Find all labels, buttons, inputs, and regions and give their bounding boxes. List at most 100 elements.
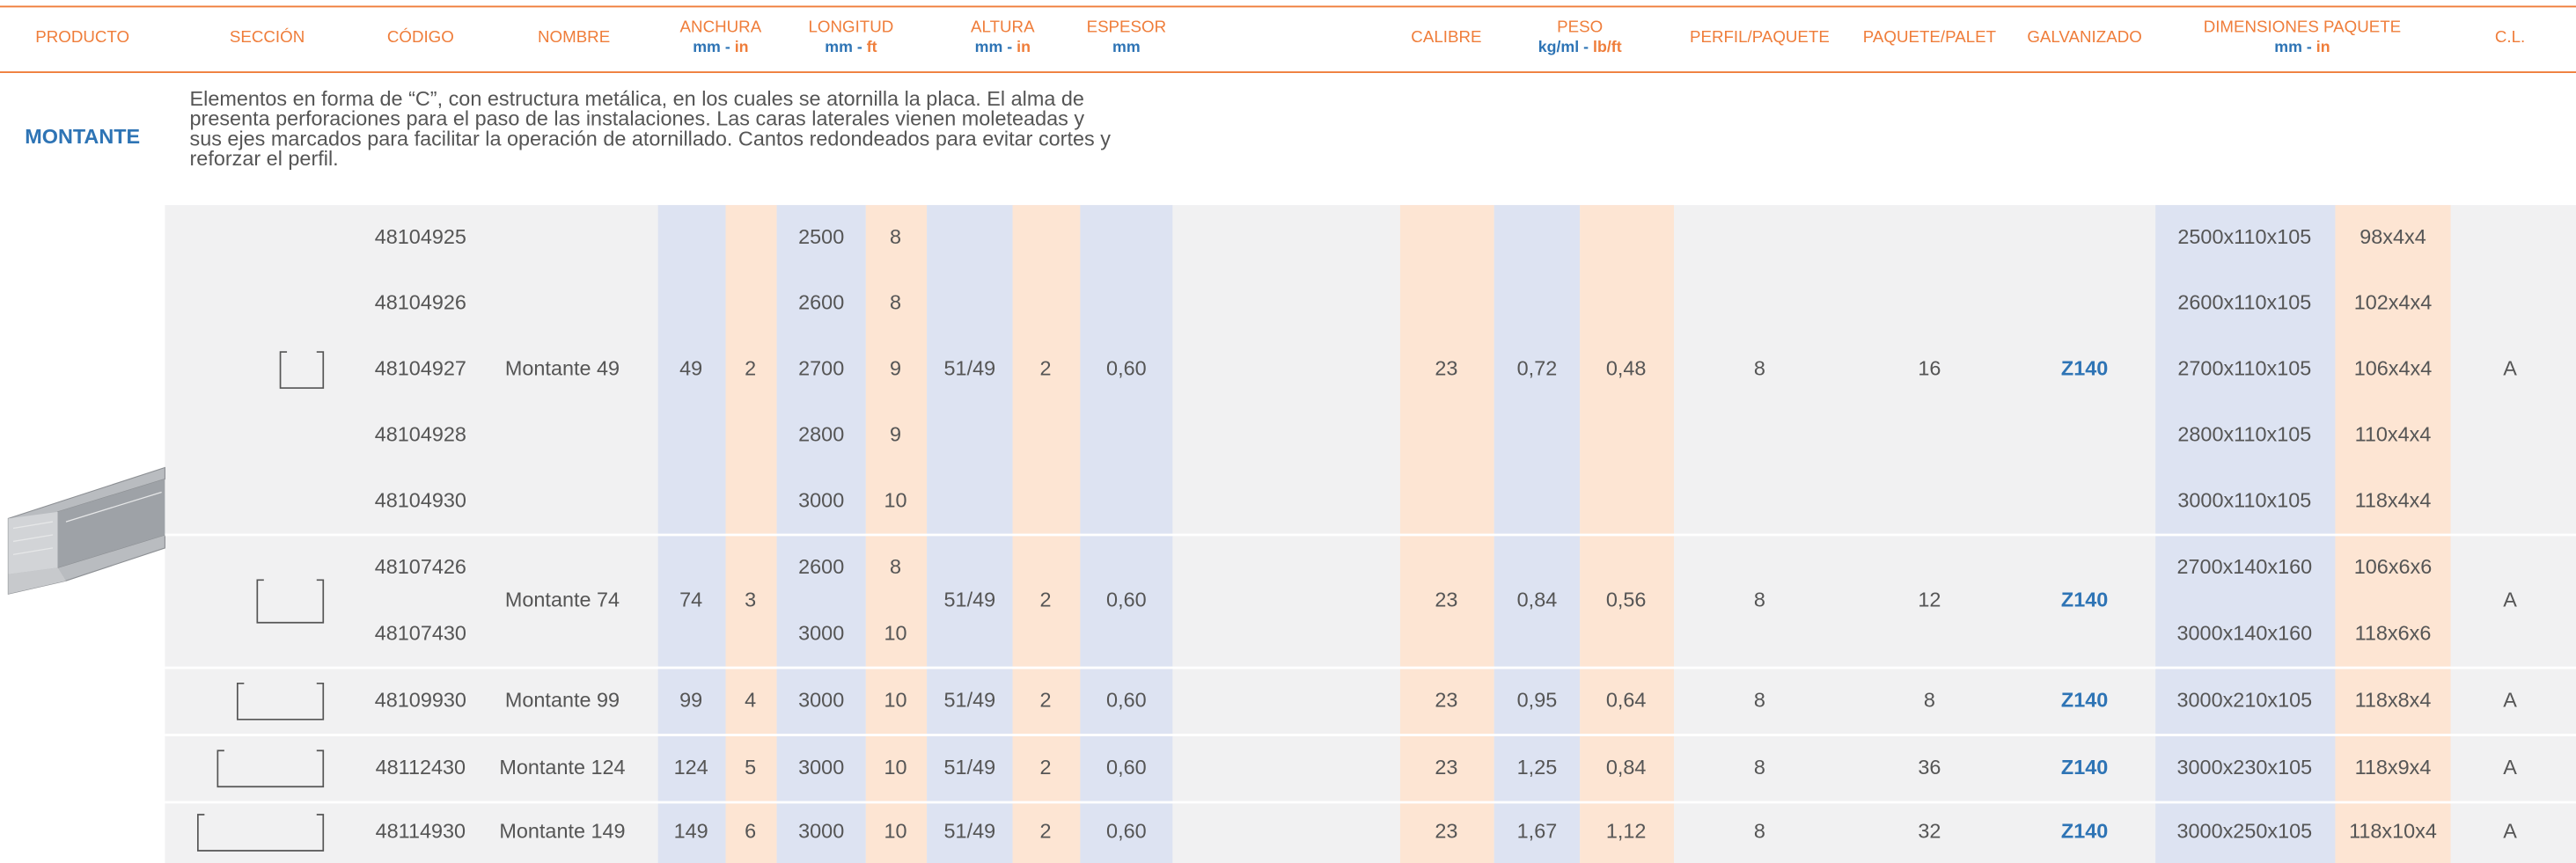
cell-dim-mm: 2800x110x105 xyxy=(2177,423,2311,446)
cell-anchura-in: 4 xyxy=(745,689,756,712)
description-line: sus ejes marcados para facilitar la oper… xyxy=(189,127,1111,150)
unit: - xyxy=(857,38,862,55)
unit: mm xyxy=(693,38,721,55)
cell-calibre: 23 xyxy=(1435,689,1457,712)
header-label: PERFIL/PAQUETE xyxy=(1690,27,1830,46)
cell-calibre: 23 xyxy=(1435,357,1457,380)
cell-altura-in: 2 xyxy=(1040,820,1052,843)
cell-longitud-ft: 10 xyxy=(884,622,906,645)
header-label: PESO xyxy=(1557,18,1603,36)
header-label: NOMBRE xyxy=(538,27,610,46)
cell-cl: A xyxy=(2503,756,2517,779)
cell-calibre: 23 xyxy=(1435,756,1457,779)
unit: - xyxy=(2307,38,2312,55)
cell-perfil-paquete: 8 xyxy=(1754,357,1765,380)
section-icon xyxy=(236,682,325,720)
header-label: GALVANIZADO xyxy=(2027,27,2141,46)
cell-anchura-mm: 99 xyxy=(679,689,702,712)
section-icon xyxy=(256,579,325,624)
cell-longitud-mm: 2700 xyxy=(798,357,844,380)
cell-dim-mm: 3000x210x105 xyxy=(2177,689,2313,712)
cell-dim-in: 98x4x4 xyxy=(2359,225,2426,248)
cell-cl: A xyxy=(2503,820,2517,843)
cell-galvanizado: Z140 xyxy=(2061,357,2108,380)
description-line: Elementos en forma de “C”, con estructur… xyxy=(189,87,1083,110)
header-units: mm - ft xyxy=(825,38,877,55)
cell-espesor: 0,60 xyxy=(1106,689,1147,712)
section-icon xyxy=(197,814,325,852)
cell-longitud-ft: 10 xyxy=(884,756,906,779)
cell-peso-lb: 0,84 xyxy=(1606,756,1647,779)
cell-codes: 48104930 xyxy=(375,489,466,512)
unit: kg/ml xyxy=(1538,38,1579,55)
cell-longitud-mm: 3000 xyxy=(798,689,844,712)
header-units: mm xyxy=(1112,38,1141,55)
cell-dim-in: 118x8x4 xyxy=(2355,689,2432,712)
cell-longitud-ft: 8 xyxy=(890,291,901,314)
description-line: reforzar el perfil. xyxy=(189,147,338,170)
unit: ft xyxy=(867,38,877,55)
cell-longitud-ft: 10 xyxy=(884,689,906,712)
header-label: ANCHURA xyxy=(680,18,762,36)
unit: in xyxy=(1016,38,1031,55)
cell-name: Montante 74 xyxy=(505,589,620,611)
cell-dim-in: 102x4x4 xyxy=(2354,291,2433,314)
cell-calibre: 23 xyxy=(1435,589,1457,611)
cell-anchura-mm: 149 xyxy=(674,820,708,843)
cell-longitud-ft: 10 xyxy=(884,820,906,843)
header-label: CÓDIGO xyxy=(387,27,454,46)
cell-dim-mm: 2500x110x105 xyxy=(2177,225,2311,248)
cell-longitud-mm: 3000 xyxy=(798,622,844,645)
cell-altura-in: 2 xyxy=(1040,589,1052,611)
cell-dim-mm: 3000x230x105 xyxy=(2177,756,2313,779)
cell-longitud-mm: 2800 xyxy=(798,423,844,446)
cell-paquete-palet: 16 xyxy=(1918,357,1941,380)
cell-galvanizado: Z140 xyxy=(2061,589,2108,611)
cell-anchura-mm: 124 xyxy=(674,756,708,779)
cell-dim-in: 118x9x4 xyxy=(2355,756,2432,779)
header-label: ESPESOR xyxy=(1087,18,1167,36)
cell-name: Montante 99 xyxy=(505,689,620,712)
cell-espesor: 0,60 xyxy=(1106,756,1147,779)
cell-cl: A xyxy=(2503,357,2517,380)
cell-paquete-palet: 8 xyxy=(1924,689,1935,712)
cell-anchura-mm: 49 xyxy=(679,357,702,380)
cell-codes: 48104927 xyxy=(375,357,466,380)
unit: mm xyxy=(825,38,853,55)
cell-peso-kg: 0,95 xyxy=(1517,689,1558,712)
cell-codes: 48112430 xyxy=(376,756,466,779)
cell-altura-in: 2 xyxy=(1040,357,1052,380)
header-units: kg/ml - lb/ft xyxy=(1538,38,1622,55)
cell-codes: 48109930 xyxy=(375,689,466,712)
cell-galvanizado: Z140 xyxy=(2061,689,2108,712)
cell-dim-in: 106x6x6 xyxy=(2354,555,2433,578)
header-label: ALTURA xyxy=(971,18,1035,36)
cell-perfil-paquete: 8 xyxy=(1754,756,1765,779)
cell-dim-in: 118x4x4 xyxy=(2355,489,2432,512)
header-units: mm - in xyxy=(693,38,748,55)
cell-dim-mm: 2700x110x105 xyxy=(2177,357,2311,380)
cell-peso-lb: 0,48 xyxy=(1606,357,1647,380)
cell-longitud-ft: 10 xyxy=(884,489,906,512)
cell-anchura-mm: 74 xyxy=(679,589,702,611)
cell-longitud-mm: 3000 xyxy=(798,820,844,843)
unit: - xyxy=(725,38,730,55)
cell-anchura-in: 6 xyxy=(745,820,756,843)
section-icon xyxy=(217,750,325,788)
cell-galvanizado: Z140 xyxy=(2061,820,2108,843)
cell-anchura-in: 5 xyxy=(745,756,756,779)
cell-altura-in: 2 xyxy=(1040,689,1052,712)
cell-perfil-paquete: 8 xyxy=(1754,689,1765,712)
cell-peso-kg: 1,67 xyxy=(1517,820,1558,843)
cell-perfil-paquete: 8 xyxy=(1754,589,1765,611)
cell-peso-lb: 1,12 xyxy=(1606,820,1647,843)
product-image xyxy=(7,466,165,595)
cell-codes: 48107426 xyxy=(375,555,466,578)
cell-dim-in: 118x10x4 xyxy=(2349,820,2437,843)
cell-peso-kg: 1,25 xyxy=(1517,756,1558,779)
cell-codes: 48104925 xyxy=(375,225,466,248)
cell-peso-lb: 0,56 xyxy=(1606,589,1647,611)
cell-espesor: 0,60 xyxy=(1106,589,1147,611)
unit: in xyxy=(735,38,749,55)
